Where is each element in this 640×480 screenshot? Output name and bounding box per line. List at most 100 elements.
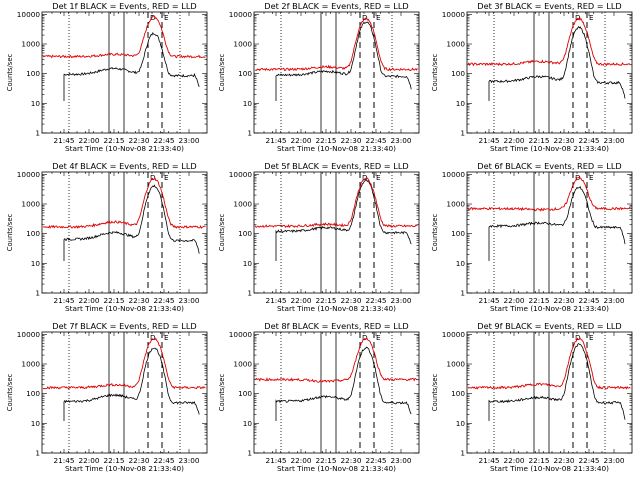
x-tick-label: 23:00 bbox=[390, 296, 411, 305]
y-tick-label: 10000 bbox=[442, 10, 466, 19]
x-tick-label: 22:45 bbox=[153, 456, 174, 465]
annotation-d: D bbox=[575, 333, 581, 342]
x-tick-label: 22:00 bbox=[290, 456, 311, 465]
x-tick-label: 22:00 bbox=[78, 456, 99, 465]
y-tick-label: 100 bbox=[26, 229, 40, 238]
x-tick-label: 23:00 bbox=[390, 456, 411, 465]
x-tick-label: 22:15 bbox=[528, 136, 549, 145]
x-axis-label: Start Time (10-Nov-08 21:33:40) bbox=[277, 304, 396, 313]
x-tick-label: 22:00 bbox=[503, 136, 524, 145]
lld-series-line bbox=[467, 337, 631, 390]
y-axis-label: Counts/sec bbox=[218, 374, 226, 412]
lld-series-line bbox=[467, 176, 631, 212]
panel-title: Det 6f BLACK = Events, RED = LLD bbox=[477, 161, 621, 171]
lld-series-line bbox=[254, 337, 418, 383]
x-axis-label: Start Time (10-Nov-08 21:33:40) bbox=[277, 144, 396, 153]
panel-title: Det 5f BLACK = Events, RED = LLD bbox=[264, 161, 408, 171]
panel-title: Det 1f BLACK = Events, RED = LLD bbox=[52, 1, 196, 11]
y-tick-label: 100 bbox=[451, 69, 465, 78]
x-tick-label: 22:15 bbox=[528, 456, 549, 465]
x-tick-label: 22:30 bbox=[340, 296, 361, 305]
lld-series-line bbox=[42, 337, 206, 390]
annotation-e: E bbox=[164, 13, 169, 22]
y-tick-label: 1000 bbox=[446, 360, 465, 369]
events-series-line bbox=[63, 347, 200, 421]
detector-panel-3: Det 3f BLACK = Events, RED = LLD 1 10 100 10… bbox=[431, 1, 633, 153]
y-tick-label: 10000 bbox=[17, 170, 41, 179]
y-tick-label: 1000 bbox=[21, 40, 40, 49]
y-tick-label: 1 bbox=[35, 289, 40, 298]
plot-frame bbox=[253, 171, 420, 294]
x-tick-label: 21:45 bbox=[478, 456, 499, 465]
annotation-e: E bbox=[376, 13, 381, 22]
annotation-d: D bbox=[362, 333, 368, 342]
events-series-line bbox=[488, 342, 626, 421]
plot-frame bbox=[253, 11, 420, 134]
panel-title: Det 3f BLACK = Events, RED = LLD bbox=[477, 1, 621, 11]
y-tick-label: 10 bbox=[243, 259, 253, 268]
y-tick-label: 1 bbox=[247, 129, 252, 138]
detector-panel-2: Det 2f BLACK = Events, RED = LLD 1 10 100 10… bbox=[218, 1, 420, 153]
x-tick-label: 22:15 bbox=[528, 296, 549, 305]
x-tick-label: 23:00 bbox=[603, 456, 624, 465]
plot-frame bbox=[41, 331, 208, 454]
lld-series-line bbox=[42, 177, 206, 229]
x-tick-label: 22:45 bbox=[578, 456, 599, 465]
x-tick-label: 22:30 bbox=[553, 456, 574, 465]
x-tick-label: 22:00 bbox=[503, 296, 524, 305]
y-tick-label: 1000 bbox=[446, 40, 465, 49]
x-tick-label: 22:15 bbox=[103, 456, 124, 465]
y-tick-label: 100 bbox=[26, 389, 40, 398]
y-tick-label: 10000 bbox=[229, 170, 253, 179]
x-axis-label: Start Time (10-Nov-08 21:33:40) bbox=[65, 144, 184, 153]
plot-frame bbox=[41, 171, 208, 294]
y-axis-label: Counts/sec bbox=[6, 214, 14, 252]
detector-panel-9: Det 9f BLACK = Events, RED = LLD 1 10 100 10… bbox=[431, 321, 633, 473]
x-tick-label: 22:45 bbox=[578, 136, 599, 145]
y-tick-label: 1 bbox=[247, 289, 252, 298]
x-tick-label: 22:45 bbox=[578, 296, 599, 305]
annotation-e: E bbox=[376, 173, 381, 182]
x-tick-label: 23:00 bbox=[603, 296, 624, 305]
x-tick-label: 21:45 bbox=[265, 456, 286, 465]
panel-title: Det 7f BLACK = Events, RED = LLD bbox=[52, 321, 196, 331]
x-tick-label: 23:00 bbox=[178, 136, 199, 145]
x-tick-label: 22:30 bbox=[128, 456, 149, 465]
y-tick-label: 1000 bbox=[233, 360, 252, 369]
events-series-line bbox=[275, 21, 412, 101]
lld-series-line bbox=[254, 177, 418, 229]
x-tick-label: 22:00 bbox=[290, 296, 311, 305]
x-axis-label: Start Time (10-Nov-08 21:33:40) bbox=[490, 464, 609, 473]
y-tick-label: 10 bbox=[31, 259, 41, 268]
x-tick-label: 23:00 bbox=[603, 136, 624, 145]
detector-panel-5: Det 5f BLACK = Events, RED = LLD 1 10 100 10… bbox=[218, 161, 420, 313]
x-tick-label: 21:45 bbox=[53, 456, 74, 465]
x-tick-label: 21:45 bbox=[265, 136, 286, 145]
events-series-line bbox=[275, 346, 412, 421]
y-tick-label: 10000 bbox=[17, 330, 41, 339]
y-axis-label: Counts/sec bbox=[218, 54, 226, 92]
y-tick-label: 10 bbox=[243, 99, 253, 108]
panel-title: Det 4f BLACK = Events, RED = LLD bbox=[52, 161, 196, 171]
annotation-d: D bbox=[150, 173, 156, 182]
x-axis-label: Start Time (10-Nov-08 21:33:40) bbox=[490, 144, 609, 153]
x-axis-label: Start Time (10-Nov-08 21:33:40) bbox=[490, 304, 609, 313]
x-tick-label: 22:00 bbox=[290, 136, 311, 145]
y-axis-label: Counts/sec bbox=[6, 54, 14, 92]
x-tick-label: 22:00 bbox=[78, 136, 99, 145]
y-tick-label: 10000 bbox=[229, 330, 253, 339]
annotation-d: D bbox=[575, 13, 581, 22]
x-tick-label: 22:00 bbox=[503, 456, 524, 465]
plot-frame bbox=[466, 171, 633, 294]
annotation-d: D bbox=[150, 333, 156, 342]
x-tick-label: 22:15 bbox=[103, 136, 124, 145]
x-tick-label: 22:45 bbox=[153, 296, 174, 305]
y-tick-label: 10 bbox=[31, 99, 41, 108]
y-tick-label: 1000 bbox=[446, 200, 465, 209]
events-series-line bbox=[275, 179, 412, 261]
events-series-line bbox=[488, 185, 626, 261]
y-tick-label: 1 bbox=[460, 449, 465, 458]
y-tick-label: 100 bbox=[238, 389, 252, 398]
x-tick-label: 21:45 bbox=[53, 136, 74, 145]
y-tick-label: 1 bbox=[460, 289, 465, 298]
